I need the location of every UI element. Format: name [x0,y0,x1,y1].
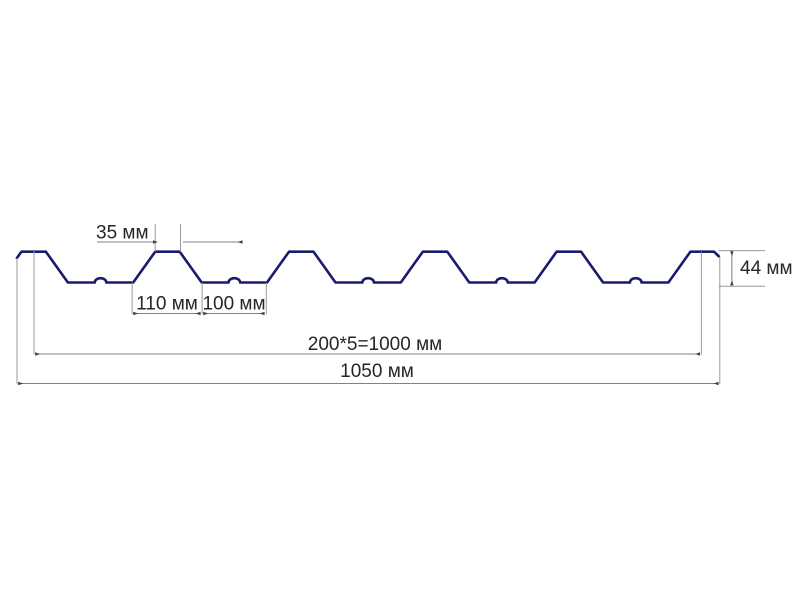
svg-text:1050 мм: 1050 мм [340,361,414,382]
svg-text:110 мм: 110 мм [136,294,198,315]
svg-text:200*5=1000 мм: 200*5=1000 мм [308,334,442,355]
svg-text:100 мм: 100 мм [202,294,265,315]
svg-text:35 мм: 35 мм [96,223,149,244]
svg-text:44 мм: 44 мм [740,258,793,279]
